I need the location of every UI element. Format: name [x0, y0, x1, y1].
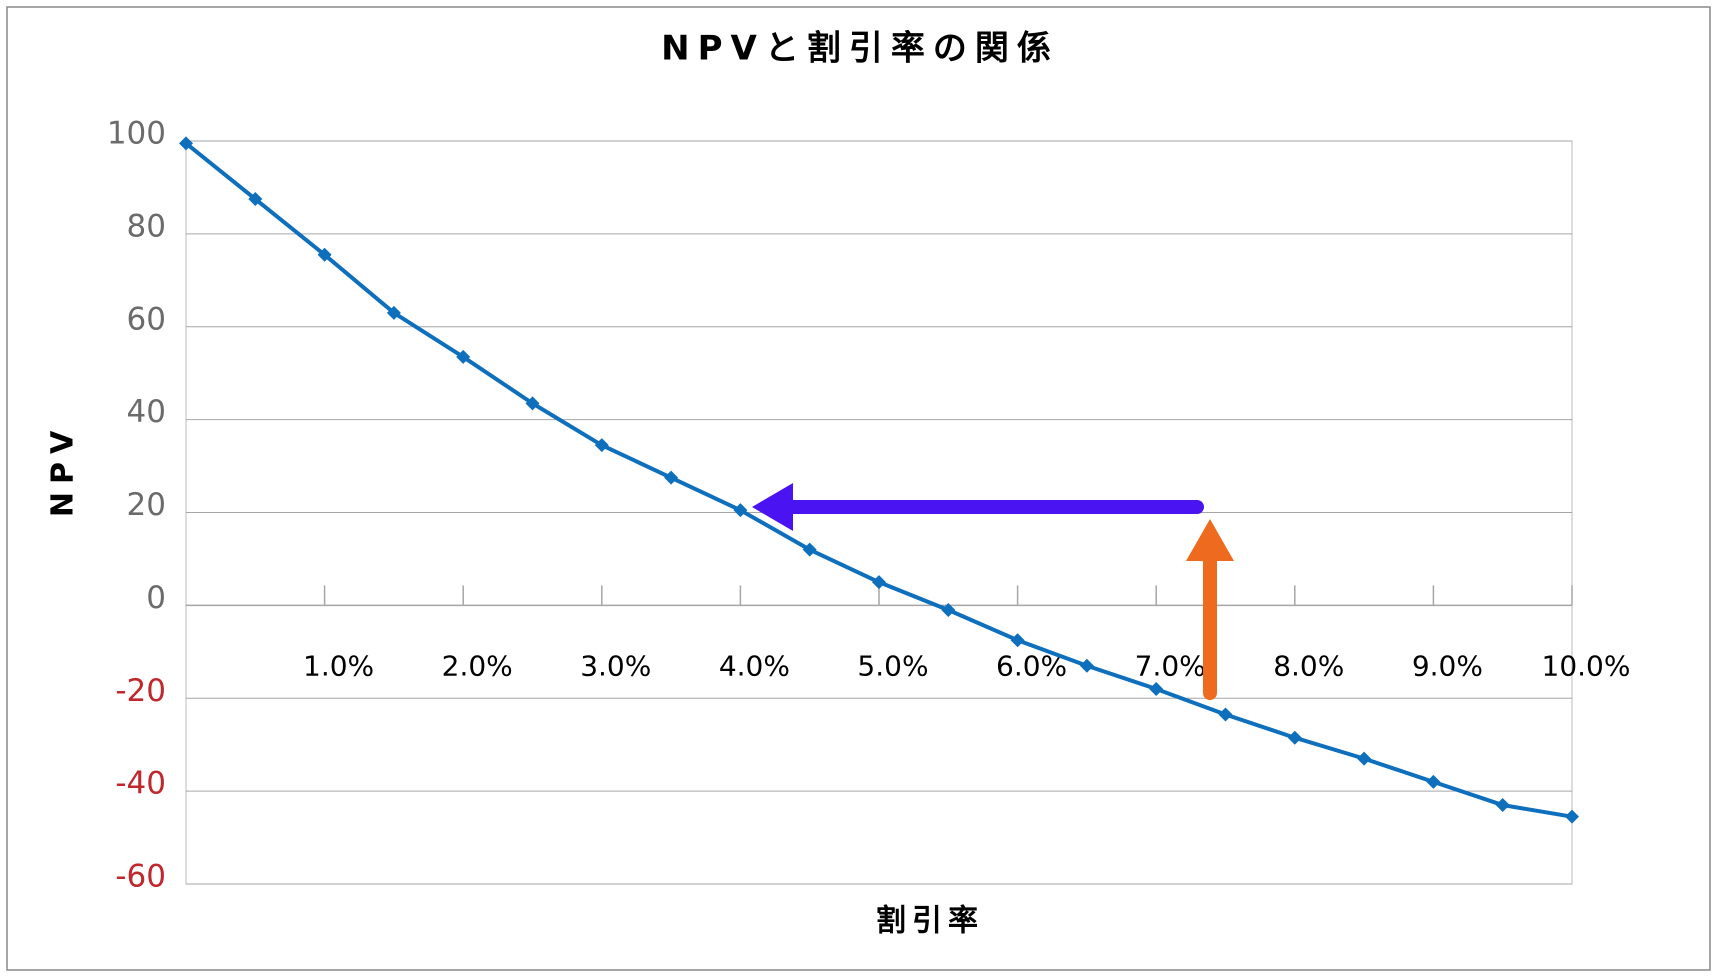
data-point [1149, 681, 1164, 696]
data-point [872, 575, 886, 590]
y-tick-label: 0 [146, 580, 166, 616]
data-point [594, 438, 609, 453]
y-tick-label: -20 [115, 673, 166, 709]
y-tick-label: 80 [127, 208, 166, 244]
orange-arrow-head [1186, 519, 1234, 561]
x-tick-label: 5.0% [857, 649, 928, 682]
chart-title: NPVと割引率の関係 [661, 29, 1059, 69]
data-point [248, 192, 263, 207]
data-point [179, 136, 193, 151]
y-tick-label: 100 [107, 116, 166, 152]
data-point [386, 305, 401, 320]
grid: -60 -40 -20 0 20 40 60 80 100 1.0% 2.0% 3.0% 4.0% 5.0… [107, 116, 1631, 895]
x-tick-label: 1.0% [303, 649, 374, 682]
data-point [1357, 751, 1372, 766]
y-axis-title: NPV [46, 423, 81, 517]
data-point [1079, 658, 1094, 673]
x-tick-label: 9.0% [1412, 649, 1483, 682]
annotation-arrows [752, 483, 1234, 700]
y-tick-label: -40 [115, 766, 166, 802]
data-point [802, 542, 817, 557]
blue-arrow-head [752, 483, 793, 531]
data-point [1495, 798, 1510, 813]
x-axis-title: 割引率 [876, 904, 984, 939]
data-point [1565, 809, 1579, 824]
data-point [733, 503, 748, 518]
data-point [1287, 730, 1302, 745]
data-point [456, 349, 471, 364]
x-tick-label: 2.0% [442, 649, 513, 682]
y-tick-label: -60 [115, 859, 166, 895]
data-point [525, 396, 540, 411]
x-tick-label: 10.0% [1542, 649, 1631, 682]
data-point [1426, 774, 1441, 789]
x-tick-label: 4.0% [719, 649, 790, 682]
x-tick-label: 7.0% [1135, 649, 1206, 682]
y-tick-label: 40 [127, 394, 166, 430]
data-point [1010, 633, 1025, 648]
x-tick-label: 8.0% [1273, 649, 1344, 682]
data-point [1218, 707, 1233, 722]
y-tick-label: 60 [127, 301, 166, 337]
series [179, 136, 1579, 824]
data-point [664, 470, 679, 485]
data-point [941, 603, 956, 618]
data-point [317, 247, 332, 262]
x-tick-label: 3.0% [580, 649, 651, 682]
y-tick-label: 20 [127, 487, 166, 523]
